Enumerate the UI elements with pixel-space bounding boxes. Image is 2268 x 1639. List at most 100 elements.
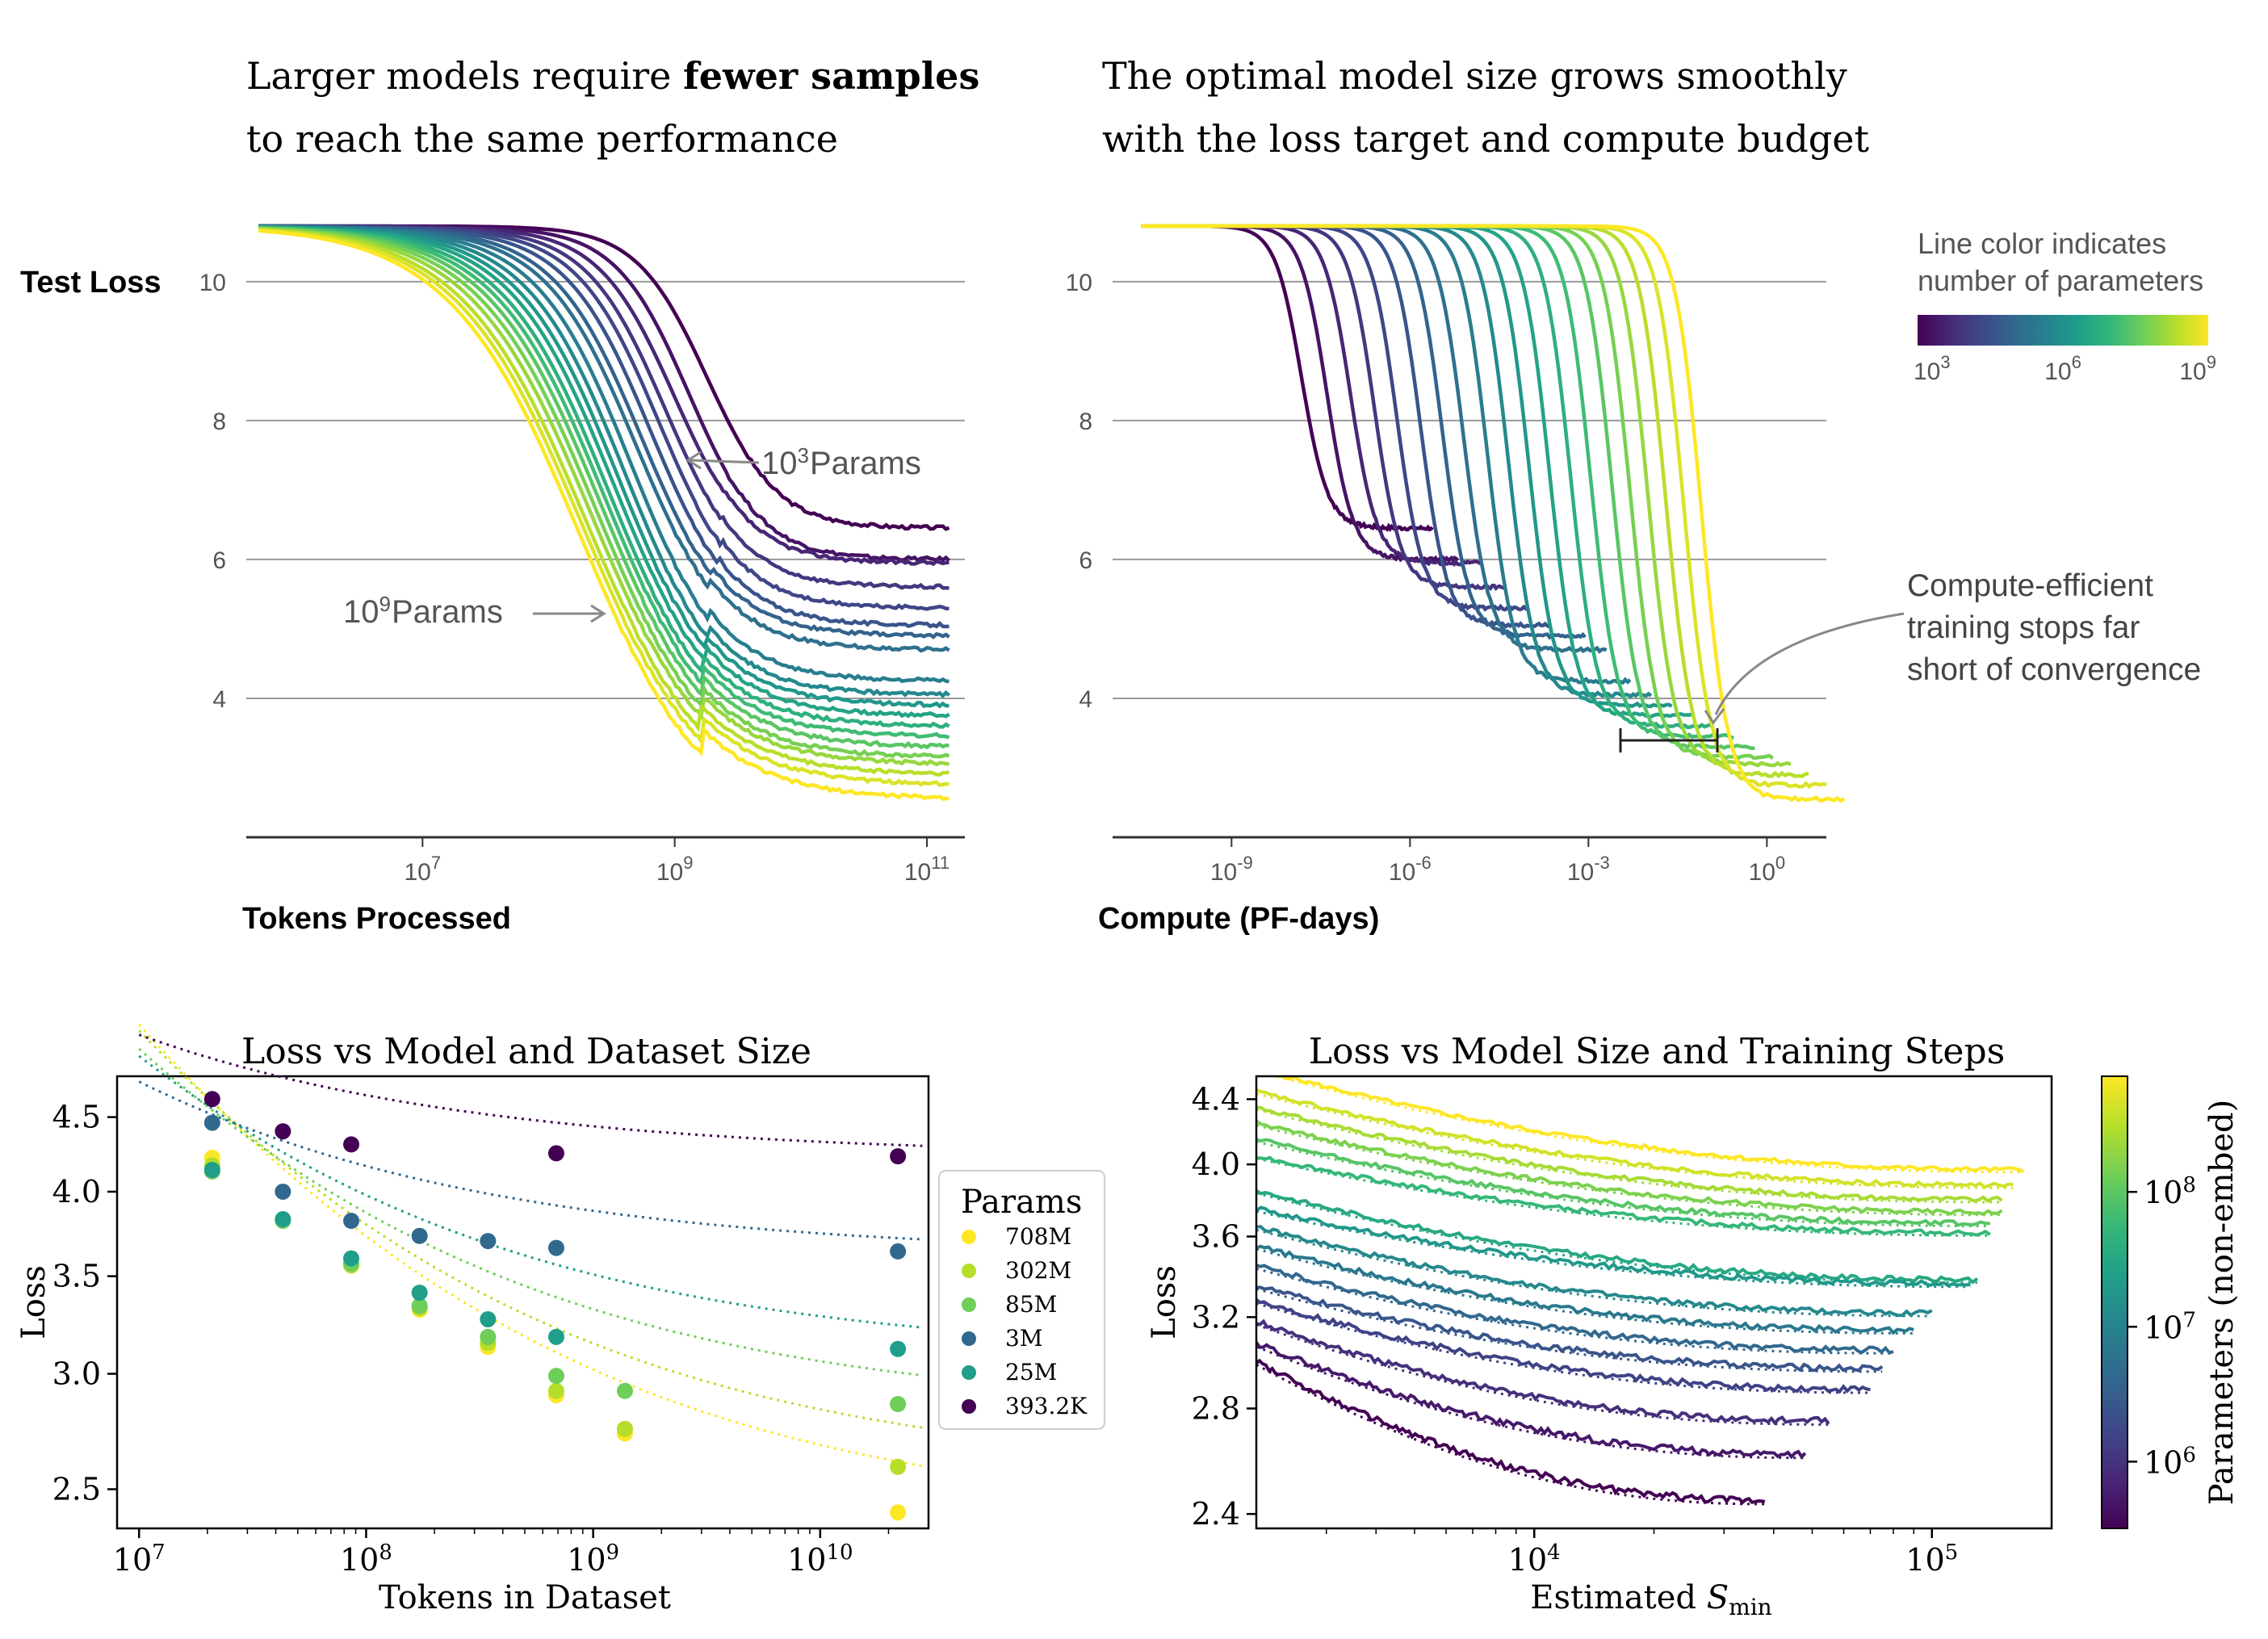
annotation-1e9-label: Params bbox=[392, 594, 503, 630]
series-line bbox=[1256, 1225, 1933, 1318]
panel3-xlabel: Tokens in Dataset bbox=[379, 1579, 671, 1616]
legend-label: 708M bbox=[1005, 1223, 1071, 1250]
legend-label: 25M bbox=[1005, 1359, 1057, 1385]
fit-line bbox=[138, 1047, 923, 1377]
panel4-title: Loss vs Model Size and Training Steps bbox=[1309, 1031, 2005, 1072]
legend-marker bbox=[962, 1399, 976, 1414]
series-line bbox=[1141, 224, 1553, 629]
legend-marker bbox=[962, 1230, 976, 1244]
panel2-yticks: 4 6 8 10 bbox=[1066, 270, 1092, 713]
data-point bbox=[480, 1233, 497, 1250]
data-point bbox=[890, 1504, 907, 1521]
ytick-label: 10 bbox=[199, 270, 226, 296]
fit-line bbox=[1256, 1345, 1805, 1460]
series-line bbox=[258, 224, 950, 590]
ytick-label: 4 bbox=[212, 686, 226, 713]
xtick-label: 105 bbox=[1905, 1540, 1958, 1578]
legend-label: 3M bbox=[1005, 1325, 1042, 1352]
panel4-xticks: 104 105 bbox=[1325, 1528, 1958, 1578]
series-line bbox=[1256, 1285, 1884, 1373]
ytick-label: 2.5 bbox=[52, 1471, 101, 1507]
panel1-ylabel: Test Loss bbox=[20, 266, 161, 300]
legend-entries: 708M 302M 85M 3M 25M 393.2K bbox=[962, 1223, 1088, 1419]
panel-dataset-size: Loss vs Model and Dataset Size 2.5 3.0 3.5… bbox=[15, 1024, 1105, 1616]
data-point bbox=[890, 1458, 907, 1475]
series-line bbox=[1141, 224, 1529, 612]
panel3-xticks: 107 108 109 1010 bbox=[113, 1528, 890, 1578]
colorbar-title-line2: number of parameters bbox=[1918, 264, 2203, 297]
legend-marker bbox=[962, 1264, 976, 1278]
data-point bbox=[203, 1114, 220, 1131]
xtick-label: 109 bbox=[656, 853, 694, 886]
data-point bbox=[547, 1145, 564, 1162]
annotation-1e3-label: Params bbox=[810, 446, 921, 481]
xtick-label: 100 bbox=[1749, 853, 1786, 886]
panel4-yticks: 2.4 2.8 3.2 3.6 4.0 4.4 bbox=[1192, 1081, 1256, 1532]
legend-title: Params bbox=[961, 1184, 1082, 1221]
colorbar-title-line1: Line color indicates bbox=[1918, 227, 2166, 260]
panel1-title-line2: to reach the same performance bbox=[246, 117, 838, 161]
panel1-title-line1: Larger models require fewer samples bbox=[246, 54, 979, 98]
colorbar-tick-label: 108 bbox=[2144, 1173, 2196, 1210]
fit-line bbox=[1256, 1157, 1990, 1237]
series-line bbox=[1256, 1188, 1979, 1285]
data-point bbox=[411, 1227, 428, 1244]
panel-compute: The optimal model size grows smoothly wi… bbox=[1066, 54, 2216, 936]
data-point bbox=[890, 1148, 907, 1165]
ytick-label: 4.4 bbox=[1192, 1081, 1240, 1117]
ytick-label: 3.6 bbox=[1192, 1218, 1240, 1254]
panel3-fit-lines bbox=[138, 1024, 923, 1468]
colorbar-tick: 109 bbox=[2179, 352, 2216, 385]
panel4-xlabel: Estimated Smin bbox=[1530, 1579, 1771, 1620]
xtick-label: 1011 bbox=[904, 853, 950, 886]
series-line bbox=[258, 226, 950, 759]
panel2-title-line2: with the loss target and compute budget bbox=[1102, 117, 1869, 161]
series-line bbox=[1141, 224, 1506, 591]
series-line bbox=[1141, 224, 1653, 699]
series-line bbox=[1256, 1297, 1871, 1394]
series-line bbox=[258, 227, 950, 777]
panel2-xlabel: Compute (PF-days) bbox=[1098, 902, 1379, 936]
legend-label: 393.2K bbox=[1005, 1393, 1088, 1419]
panel1-gridlines bbox=[246, 280, 965, 699]
data-point bbox=[480, 1328, 497, 1345]
legend-box bbox=[938, 1170, 1105, 1430]
data-point bbox=[411, 1285, 428, 1302]
panel4-series bbox=[1256, 1076, 2024, 1506]
annotation-arrowhead bbox=[685, 451, 702, 470]
ytick-label: 4.0 bbox=[1192, 1146, 1240, 1182]
ytick-label: 3.0 bbox=[52, 1356, 101, 1392]
xtick-label: 107 bbox=[113, 1540, 166, 1578]
legend-marker bbox=[962, 1297, 976, 1312]
ytick-label: 3.2 bbox=[1192, 1299, 1240, 1335]
annotation-arrowhead bbox=[590, 604, 606, 623]
panel3-frame bbox=[115, 1075, 930, 1530]
fit-line bbox=[1256, 1092, 2014, 1189]
xtick-label: 10-6 bbox=[1389, 853, 1432, 886]
legend-label: 85M bbox=[1005, 1291, 1057, 1318]
series-line bbox=[1141, 224, 1608, 654]
data-point bbox=[343, 1250, 360, 1267]
panel3-title: Loss vs Model and Dataset Size bbox=[241, 1031, 811, 1072]
colorbar-tick: 106 bbox=[2044, 352, 2081, 385]
xtick-label: 1010 bbox=[787, 1540, 853, 1578]
series-line bbox=[1141, 224, 1734, 740]
fit-line bbox=[1271, 1076, 2024, 1174]
data-point bbox=[547, 1328, 564, 1345]
series-line bbox=[1256, 1341, 1807, 1460]
data-point bbox=[547, 1382, 564, 1399]
data-point bbox=[616, 1382, 633, 1399]
series-line bbox=[1256, 1358, 1766, 1505]
series-line bbox=[1256, 1244, 1914, 1335]
legend-marker bbox=[962, 1331, 976, 1346]
fit-line bbox=[1256, 1267, 1893, 1355]
panel-tokens-processed: Larger models require fewer samples to r… bbox=[20, 54, 979, 936]
data-point bbox=[343, 1213, 360, 1230]
annotation-line2: training stops far bbox=[1907, 610, 2140, 645]
fit-line bbox=[1256, 1108, 2002, 1204]
xtick-label: 10-9 bbox=[1210, 853, 1253, 886]
panel2-colorbar: Line color indicates number of parameter… bbox=[1914, 227, 2216, 385]
panel4-colorbar: 106 107 108 Parameters (non-embed) bbox=[2101, 1075, 2241, 1529]
